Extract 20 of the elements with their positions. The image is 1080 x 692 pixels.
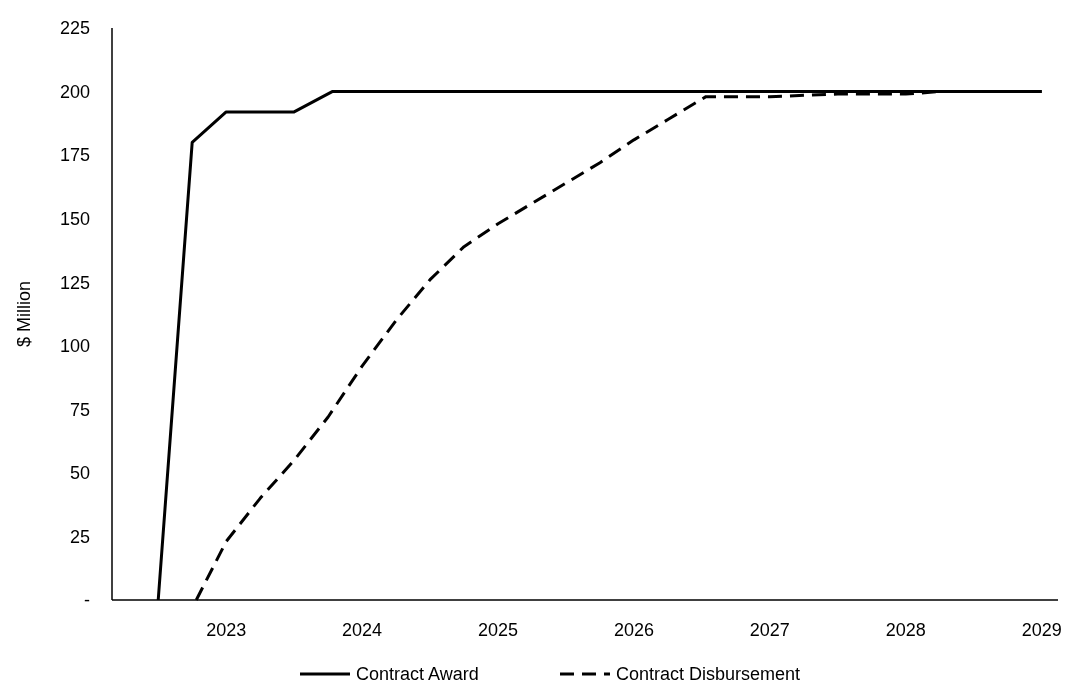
legend-label: Contract Award <box>356 664 479 684</box>
x-tick-label: 2029 <box>1021 620 1062 640</box>
y-tick-label: 75 <box>69 399 90 420</box>
x-tick-label: 2027 <box>749 620 790 640</box>
x-tick-label: 2025 <box>477 620 519 640</box>
y-tick-label: 175 <box>59 145 90 166</box>
x-tick-label: 2024 <box>342 620 383 640</box>
x-tick-label: 2026 <box>613 620 654 640</box>
y-tick-label: 25 <box>69 526 90 547</box>
legend-label: Contract Disbursement <box>616 664 801 684</box>
y-tick-label: 225 <box>59 18 90 39</box>
y-tick-label: 50 <box>69 463 90 484</box>
y-axis-title: $ Million <box>14 280 34 348</box>
y-tick-label: 150 <box>59 208 90 229</box>
y-tick-label: 100 <box>59 336 90 357</box>
x-tick-label: 2023 <box>206 620 247 640</box>
x-tick-label: 2028 <box>885 620 926 640</box>
y-tick-label: - <box>84 590 90 611</box>
y-tick-label: 200 <box>59 81 90 102</box>
y-tick-label: 125 <box>59 272 90 293</box>
